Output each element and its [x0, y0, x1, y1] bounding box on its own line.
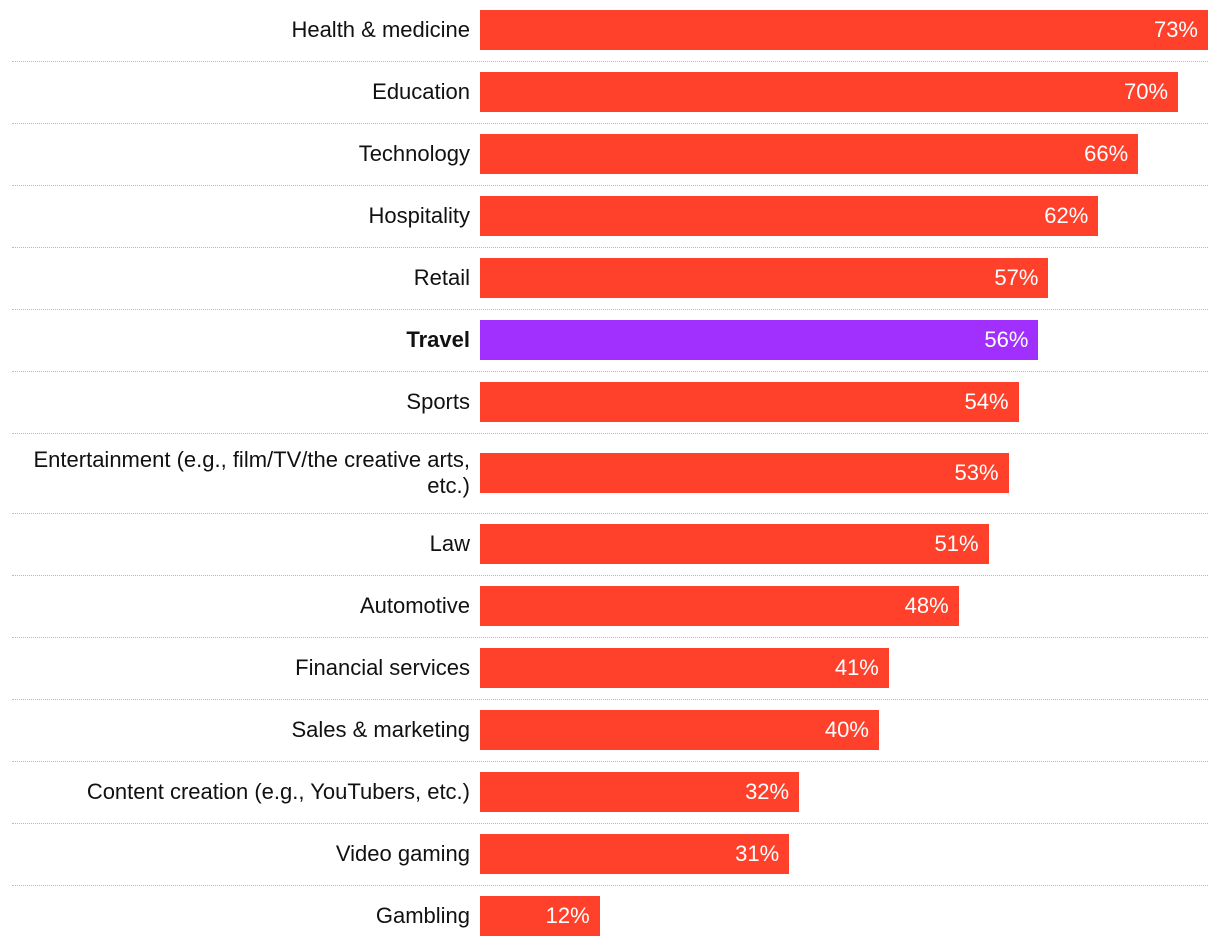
- value-label: 70%: [1124, 79, 1169, 104]
- value-label: 62%: [1044, 203, 1089, 228]
- category-label: Sports: [406, 389, 470, 414]
- bar: 32%: [480, 772, 800, 812]
- row-separator: [12, 513, 1208, 514]
- row-separator: [12, 433, 1208, 434]
- bar: 53%: [480, 453, 1009, 493]
- value-label: 31%: [735, 841, 780, 866]
- bar: 41%: [480, 648, 889, 688]
- value-label: 40%: [824, 717, 869, 742]
- category-label: Travel: [406, 327, 470, 352]
- bar: 62%: [480, 196, 1099, 236]
- row-separator: [12, 575, 1208, 576]
- bar: 73%: [480, 10, 1208, 50]
- category-label: Law: [429, 531, 470, 556]
- row-separator: [12, 699, 1208, 700]
- category-label: Retail: [413, 265, 470, 290]
- value-label: 53%: [954, 460, 999, 485]
- row-separator: [12, 761, 1208, 762]
- bar: 12%: [480, 896, 600, 936]
- category-label: Automotive: [359, 593, 470, 618]
- value-label: 51%: [934, 531, 979, 556]
- row-separator: [12, 185, 1208, 186]
- bar: 54%: [480, 382, 1019, 422]
- row-separator: [12, 371, 1208, 372]
- category-label: Financial services: [295, 655, 470, 680]
- bar: 57%: [480, 258, 1049, 298]
- category-label: Sales & marketing: [291, 717, 470, 742]
- bar: 66%: [480, 134, 1139, 174]
- bar: 40%: [480, 710, 879, 750]
- value-label: 48%: [904, 593, 949, 618]
- row-separator: [12, 61, 1208, 62]
- category-label: Entertainment (e.g., film/TV/the creativ…: [33, 447, 471, 498]
- bar: 51%: [480, 524, 989, 564]
- value-label: 41%: [834, 655, 879, 680]
- row-separator: [12, 309, 1208, 310]
- value-label: 73%: [1153, 17, 1198, 42]
- row-separator: [12, 247, 1208, 248]
- row-separator: [12, 885, 1208, 886]
- bar: 70%: [480, 72, 1179, 112]
- row-separator: [12, 637, 1208, 638]
- category-label: Video gaming: [335, 841, 470, 866]
- value-label: 57%: [994, 265, 1039, 290]
- value-label: 56%: [984, 327, 1029, 352]
- value-label: 12%: [545, 903, 590, 928]
- row-separator: [12, 123, 1208, 124]
- bar: 48%: [480, 586, 959, 626]
- category-label: Health & medicine: [291, 17, 470, 42]
- value-label: 54%: [964, 389, 1009, 414]
- value-label: 32%: [745, 779, 790, 804]
- bar: 56%: [480, 320, 1039, 360]
- value-label: 66%: [1084, 141, 1129, 166]
- category-label: Hospitality: [368, 203, 470, 228]
- category-label: Gambling: [375, 903, 470, 928]
- category-label: Education: [372, 79, 470, 104]
- category-label: Technology: [358, 141, 470, 166]
- category-label: Content creation (e.g., YouTubers, etc.): [86, 779, 470, 804]
- bar: 31%: [480, 834, 790, 874]
- row-separator: [12, 823, 1208, 824]
